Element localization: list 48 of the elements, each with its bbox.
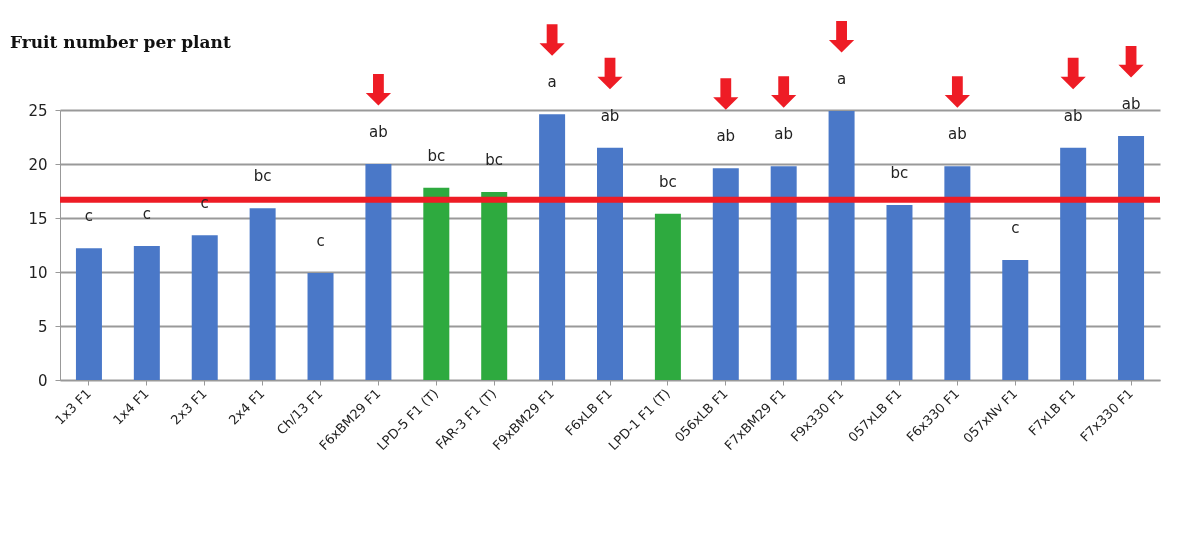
bar	[423, 187, 450, 380]
annotation: c	[316, 232, 325, 251]
bar	[828, 111, 855, 380]
bar	[365, 164, 392, 380]
y-tick-label: 5	[37, 317, 48, 336]
annotation: ab	[774, 125, 794, 144]
annotation: ab	[1121, 94, 1141, 113]
bar	[133, 246, 160, 380]
bar	[770, 166, 797, 380]
bar	[1002, 260, 1029, 380]
annotation: c	[1011, 219, 1020, 238]
annotation: a	[547, 73, 557, 92]
annotation: bc	[890, 164, 909, 183]
bar	[1060, 147, 1087, 380]
annotation: a	[836, 70, 847, 89]
annotation: c	[142, 205, 151, 224]
annotation: bc	[253, 167, 272, 186]
annotation: ab	[716, 127, 736, 146]
x-tick-label: 2x3 F1	[167, 385, 210, 428]
x-tick-label: 1x3 F1	[52, 385, 94, 428]
annotation: ab	[948, 125, 967, 144]
annotation: bc	[485, 151, 504, 170]
bar	[944, 166, 971, 380]
bar	[597, 147, 623, 380]
y-tick-label: 20	[28, 155, 48, 174]
bar	[481, 192, 508, 380]
y-tick-label: 0	[37, 371, 48, 390]
annotation: bc	[659, 172, 677, 191]
bar	[886, 205, 913, 380]
annotation: ab	[600, 106, 620, 125]
x-tick-label: 1x4 F1	[109, 385, 152, 428]
x-tick-label: 2x4 F1	[225, 385, 268, 428]
bar	[1118, 135, 1145, 380]
annotation: ab	[369, 123, 388, 141]
bar	[75, 248, 102, 380]
bar	[539, 114, 566, 380]
annotation: ab	[1063, 106, 1083, 125]
bar	[249, 208, 276, 380]
y-tick-label: 10	[28, 263, 48, 282]
y-tick-label: 15	[28, 209, 48, 228]
bar	[654, 213, 681, 380]
bar	[307, 273, 334, 380]
bar	[712, 168, 739, 380]
bar	[191, 235, 218, 380]
annotation: bc	[427, 146, 446, 165]
chart-title: Fruit number per plant	[10, 32, 231, 52]
annotation: c	[84, 207, 94, 226]
y-tick-label: 25	[28, 101, 48, 120]
